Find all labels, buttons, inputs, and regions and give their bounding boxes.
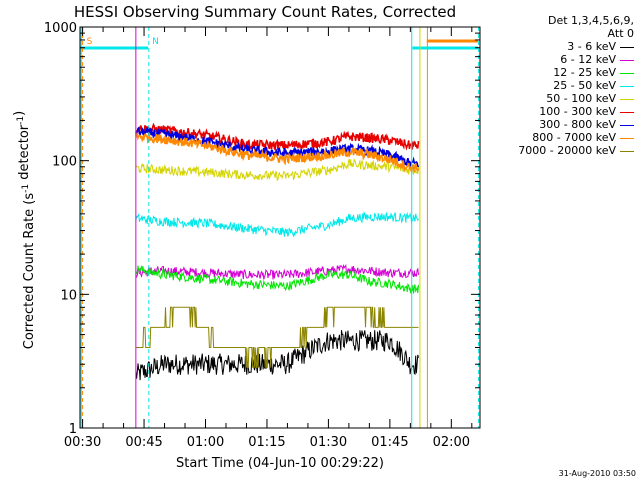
series-50-100keV-line xyxy=(135,158,419,182)
legend-swatch xyxy=(620,150,634,152)
legend-item: 3 - 6 keV xyxy=(486,40,634,53)
annotation-n: N xyxy=(152,37,159,47)
legend-swatch xyxy=(620,111,634,113)
legend-item: 100 - 300 keV xyxy=(486,105,634,118)
y-tick-label: 1 xyxy=(69,422,77,437)
series-12-25keV-line xyxy=(135,264,419,294)
legend-swatch xyxy=(620,46,634,48)
legend-label: 7000 - 20000 keV xyxy=(518,144,616,157)
legend-item: 300 - 800 keV xyxy=(486,118,634,131)
series-6-12keV-line xyxy=(135,263,419,280)
legend-label: 12 - 25 keV xyxy=(553,66,616,79)
legend-header-line-1: Det 1,3,4,5,6,9, xyxy=(547,14,634,27)
legend-item: 12 - 25 keV xyxy=(486,66,634,79)
legend-item: 7000 - 20000 keV xyxy=(486,144,634,157)
series-800-7000keV-line xyxy=(135,132,420,173)
series-100-300keV-line xyxy=(135,122,420,152)
instrument-state-bars xyxy=(80,39,478,50)
legend-label: 100 - 300 keV xyxy=(539,105,616,118)
legend-swatch xyxy=(620,98,634,100)
legend-items: 3 - 6 keV 6 - 12 keV 12 - 25 keV 25 - 50 ke… xyxy=(486,40,634,157)
legend-item: 800 - 7000 keV xyxy=(486,131,634,144)
legend-swatch xyxy=(620,72,634,74)
plot-frame xyxy=(79,26,481,429)
series-7000-20000keV-line xyxy=(135,306,419,369)
x-tick-label: 00:45 xyxy=(125,435,162,450)
series-300-800keV-line xyxy=(135,126,420,168)
legend-item: 6 - 12 keV xyxy=(486,53,634,66)
legend-swatch xyxy=(620,124,634,126)
legend-swatch xyxy=(620,137,634,139)
y-tick-label: 1000 xyxy=(44,21,77,36)
x-tick-label: 02:00 xyxy=(433,435,470,450)
boundary-lines xyxy=(80,27,480,428)
series-25-50keV-line xyxy=(135,211,419,238)
legend-swatch xyxy=(620,85,634,87)
x-tick-label: 01:30 xyxy=(310,435,347,450)
x-tick-label: 01:15 xyxy=(248,435,285,450)
chart-title: HESSI Observing Summary Count Rates, Cor… xyxy=(74,3,456,21)
legend-label: 800 - 7000 keV xyxy=(532,131,616,144)
series-lines xyxy=(135,122,420,381)
axes: S N 1 10 100 1000 00:30 00:45 01:00 01:15 01:30 01:… xyxy=(44,21,481,450)
y-axis-label: Corrected Count Rate (s-1 detector-1) xyxy=(12,111,37,349)
x-tick-label: 01:00 xyxy=(187,435,224,450)
legend-item: 25 - 50 keV xyxy=(486,79,634,92)
y-tick-label: 10 xyxy=(60,288,77,303)
legend-swatch xyxy=(620,59,634,61)
legend-item: 50 - 100 keV xyxy=(486,92,634,105)
legend-label: 25 - 50 keV xyxy=(553,79,616,92)
legend: Det 1,3,4,5,6,9, Att 0 3 - 6 keV 6 - 12 k… xyxy=(486,14,634,157)
x-tick-label: 00:30 xyxy=(64,435,101,450)
series-3-6keV-line xyxy=(135,330,419,381)
x-axis-label: Start Time (04-Jun-10 00:29:22) xyxy=(176,456,384,471)
annotation-s: S xyxy=(87,37,93,47)
legend-label: 300 - 800 keV xyxy=(539,118,616,131)
legend-header-line-2: Att 0 xyxy=(607,27,634,40)
legend-label: 6 - 12 keV xyxy=(560,53,616,66)
x-tick-label: 01:45 xyxy=(371,435,408,450)
generation-timestamp: 31-Aug-2010 03:50 xyxy=(558,469,636,478)
legend-label: 50 - 100 keV xyxy=(546,92,616,105)
y-tick-label: 100 xyxy=(52,155,77,170)
legend-label: 3 - 6 keV xyxy=(567,40,616,53)
